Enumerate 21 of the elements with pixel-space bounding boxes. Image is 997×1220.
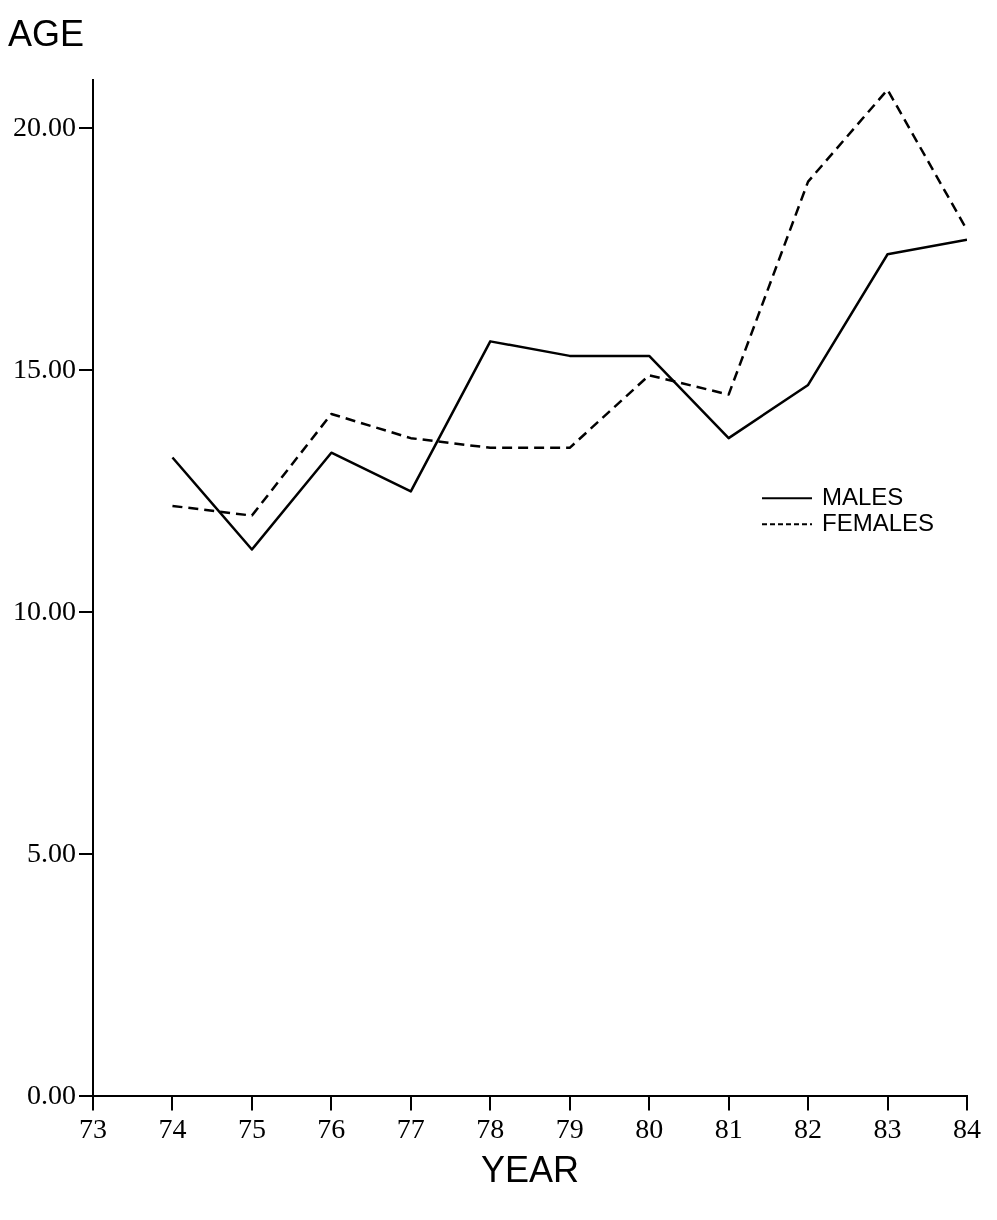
- x-tick-label: 83: [873, 1112, 902, 1144]
- x-tick-label: 84: [953, 1112, 981, 1144]
- x-tick-label: 73: [79, 1112, 107, 1144]
- legend-label: MALES: [822, 482, 904, 510]
- x-tick-label: 77: [396, 1112, 425, 1144]
- y-tick-label: 10.00: [13, 594, 76, 626]
- x-tick-label: 76: [317, 1112, 346, 1144]
- y-tick-label: 15.00: [13, 352, 76, 384]
- y-tick-label: 5.00: [27, 836, 76, 868]
- x-tick-label: 75: [237, 1112, 266, 1144]
- x-axis-title: YEAR: [480, 1149, 580, 1191]
- x-tick-label: 81: [714, 1112, 743, 1144]
- y-axis-title: AGE: [8, 12, 85, 54]
- y-tick-label: 0.00: [27, 1078, 76, 1110]
- legend-label: FEMALES: [822, 508, 935, 536]
- x-tick-label: 82: [794, 1112, 823, 1144]
- x-tick-label: 79: [555, 1112, 584, 1144]
- x-tick-label: 78: [476, 1112, 505, 1144]
- x-tick-label: 80: [635, 1112, 664, 1144]
- y-tick-label: 20.00: [13, 110, 76, 142]
- x-tick-label: 74: [158, 1112, 187, 1144]
